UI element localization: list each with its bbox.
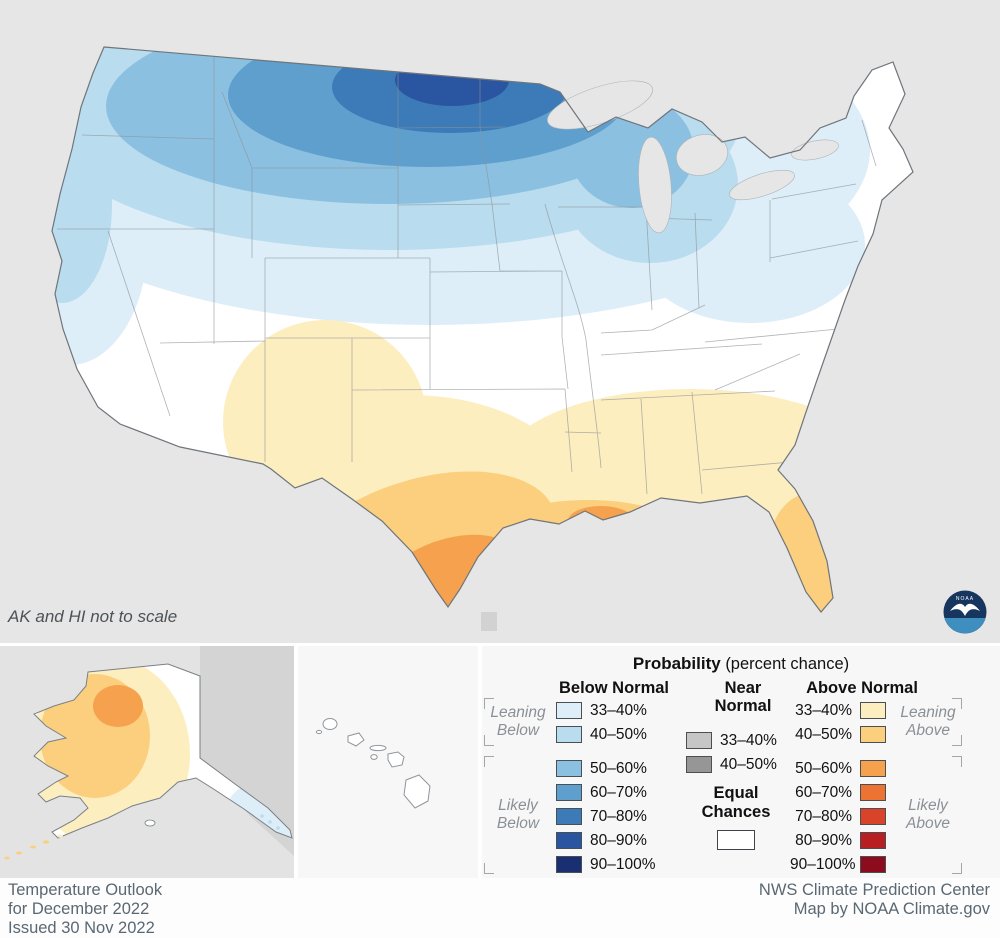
equal-chances-label: Equal Chances — [701, 784, 771, 821]
kodiak-island — [144, 819, 156, 827]
legend-row: 33–40% — [790, 702, 886, 719]
legend-rows-above: 33–40% 40–50% 50–60% 60–70% 70–80% 80–90% 90–1… — [790, 702, 886, 873]
legend-swatch — [860, 856, 886, 873]
legend-swatch — [860, 808, 886, 825]
legend-row: 70–80% — [556, 808, 656, 825]
legend-row: 80–90% — [556, 832, 656, 849]
legend-row-label: 40–50% — [590, 725, 647, 743]
legend-row-label: 80–90% — [795, 831, 852, 849]
aleutian-islands — [4, 834, 63, 860]
legend-row: 50–60% — [556, 760, 656, 777]
legend-row: 40–50% — [790, 726, 886, 743]
probability-regions — [52, 47, 913, 612]
legend-title-suffix: (percent chance) — [725, 655, 850, 673]
legend-row-label: 33–40% — [795, 701, 852, 719]
legend-row: 60–70% — [790, 784, 886, 801]
legend-header-near-normal: Near Normal — [714, 679, 772, 715]
legend-swatch — [860, 784, 886, 801]
scale-note: AK and HI not to scale — [8, 607, 178, 626]
legend-header-above-normal: Above Normal — [806, 679, 918, 697]
legend-rows-below: 33–40% 40–50% 50–60% 60–70% 70–80% 80–90% 90–1… — [556, 702, 656, 873]
group-label-likely-below: Likely Below — [484, 756, 552, 874]
hawaii-inset — [298, 646, 478, 878]
legend-row-label: 50–60% — [590, 759, 647, 777]
legend-row-label: 70–80% — [590, 807, 647, 825]
noaa-logo-text: NOAA — [956, 596, 974, 602]
legend-panel: Probability (percent chance) Below Norma… — [482, 646, 1000, 878]
conus-map — [51, 46, 914, 613]
legend-row-label: 60–70% — [795, 783, 852, 801]
legend-header-below-normal: Below Normal — [558, 679, 670, 697]
legend-swatch — [556, 784, 582, 801]
conus-map-area: AK and HI not to scale NOAA — [0, 0, 1000, 643]
legend-row: 40–50% — [686, 756, 777, 773]
legend-row-label: 50–60% — [795, 759, 852, 777]
legend-row-label: 60–70% — [590, 783, 647, 801]
footer-title-line: for December 2022 — [8, 900, 150, 918]
panhandle-islands — [260, 814, 280, 830]
legend-swatch — [686, 756, 712, 773]
footer-credit-block: NWS Climate Prediction Center Map by NOA… — [759, 881, 990, 919]
legend-swatch — [556, 702, 582, 719]
footer-title-block: Temperature Outlook for December 2022 Is… — [8, 881, 162, 938]
legend-swatch — [556, 808, 582, 825]
alaska-inset — [0, 646, 294, 878]
legend-row: 40–50% — [556, 726, 656, 743]
alaska-inset-map — [0, 646, 294, 878]
equal-chances-swatch — [717, 830, 755, 850]
legend-swatch — [686, 732, 712, 749]
corner-notch — [481, 612, 497, 631]
group-label-leaning-below: Leaning Below — [484, 698, 552, 746]
hawaiian-islands — [315, 718, 431, 809]
legend-swatch — [556, 726, 582, 743]
legend-swatch — [860, 702, 886, 719]
legend-row-label: 90–100% — [590, 855, 656, 873]
alaska-outline — [33, 663, 293, 839]
footer: Temperature Outlook for December 2022 Is… — [0, 878, 1000, 938]
legend-row-label: 33–40% — [720, 731, 777, 749]
legend-row-label: 33–40% — [590, 701, 647, 719]
legend-row: 33–40% — [686, 732, 777, 749]
footer-title-line: Temperature Outlook — [8, 881, 163, 899]
legend-swatch — [556, 856, 582, 873]
legend-swatch — [860, 760, 886, 777]
legend-row-label: 90–100% — [790, 855, 856, 873]
legend-row: 80–90% — [790, 832, 886, 849]
legend-swatch — [860, 726, 886, 743]
great-lakes — [547, 80, 839, 234]
canada-landmass — [200, 646, 294, 856]
legend-swatch — [556, 832, 582, 849]
hawaii-inset-map — [298, 646, 478, 878]
legend-row: 90–100% — [790, 856, 886, 873]
us-outline — [51, 46, 914, 613]
group-label-likely-above: Likely Above — [894, 756, 962, 874]
legend-row: 50–60% — [790, 760, 886, 777]
bottom-row: Probability (percent chance) Below Norma… — [0, 646, 1000, 878]
footer-credit-line: Map by NOAA Climate.gov — [793, 900, 990, 918]
legend-row: 60–70% — [556, 784, 656, 801]
legend-row: 90–100% — [556, 856, 656, 873]
legend-row: 70–80% — [790, 808, 886, 825]
legend-title-bold: Probability — [632, 654, 721, 673]
legend-row-label: 40–50% — [795, 725, 852, 743]
legend-title: Probability (percent chance) — [482, 654, 1000, 674]
legend-row-label: 70–80% — [795, 807, 852, 825]
legend-row-label: 40–50% — [720, 755, 777, 773]
noaa-logo: NOAA — [942, 589, 988, 635]
legend-rows-near: 33–40% 40–50% — [686, 732, 777, 773]
legend-row-label: 80–90% — [590, 831, 647, 849]
equal-chances-block: Equal Chances — [686, 784, 786, 850]
noaa-logo-icon: NOAA — [943, 590, 987, 634]
footer-issued-line: Issued 30 Nov 2022 — [8, 919, 155, 937]
footer-credit-line: NWS Climate Prediction Center — [758, 881, 990, 899]
legend-row: 33–40% — [556, 702, 656, 719]
legend-swatch — [860, 832, 886, 849]
group-label-leaning-above: Leaning Above — [894, 698, 962, 746]
legend-swatch — [556, 760, 582, 777]
